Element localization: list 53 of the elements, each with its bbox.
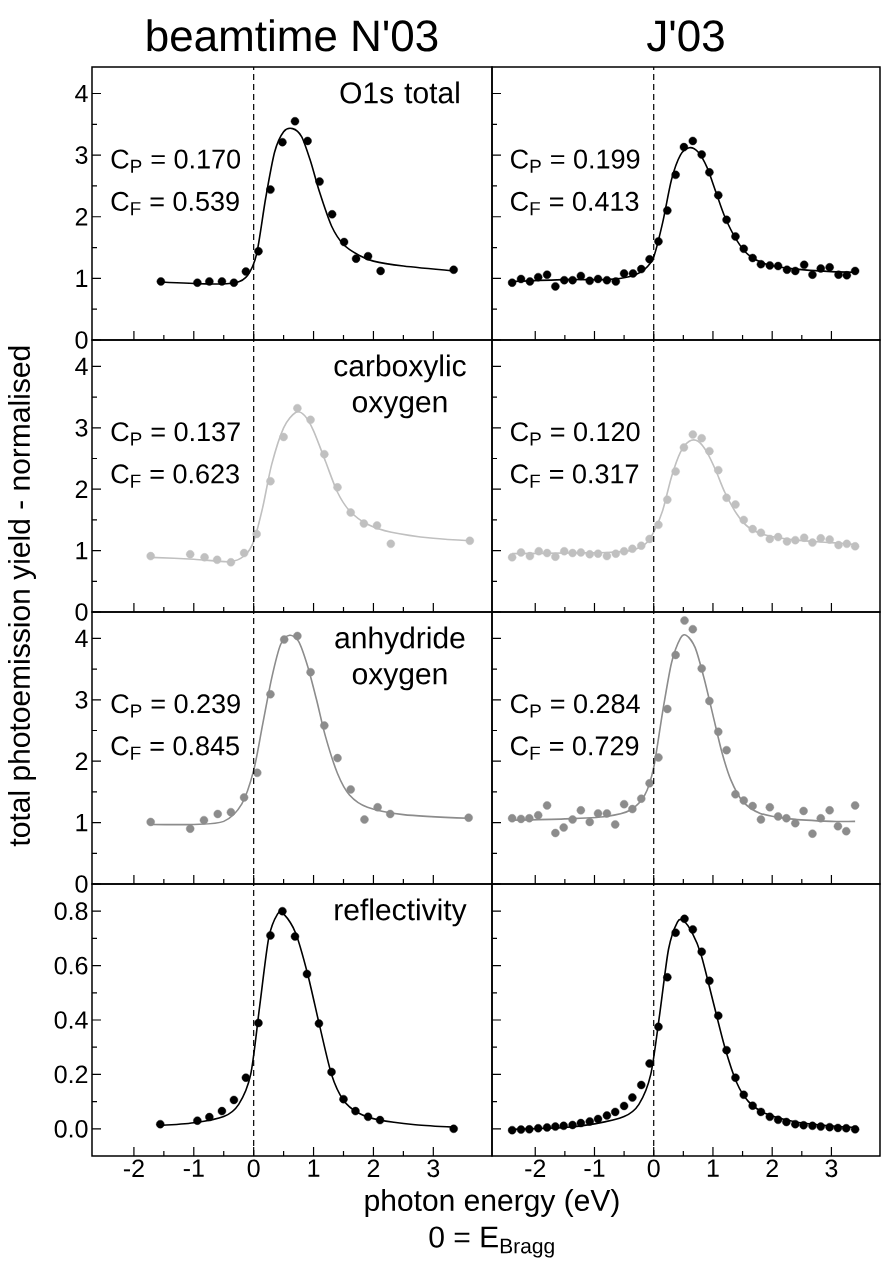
x-tick-label: -2 (525, 1159, 546, 1177)
x-tick-label: 0 (247, 1159, 260, 1178)
y-tick-label: 0.8 (54, 902, 88, 921)
y-tick-label: 4 (75, 84, 88, 103)
annotation: reflectivity (335, 898, 467, 927)
annotation: C$_{F}$ = 0.413 (511, 191, 639, 216)
y-tick-label: 0 (75, 603, 88, 621)
y-tick-label: 3 (75, 418, 88, 437)
x-tick-label: -1 (584, 1159, 605, 1177)
annotation: C$_{F}$ = 0.539 (111, 191, 239, 216)
annotation: anhydride oxygen (335, 626, 465, 691)
y-tick-label: 2 (75, 752, 88, 770)
annotation: carboxylic oxygen (334, 354, 466, 419)
y-axis-title: total photoemission yield - normalised (8, 346, 36, 847)
x-tick-label: 2 (367, 1159, 380, 1177)
x-tick-label: 1 (308, 1159, 320, 1177)
y-tick-label: 2 (75, 480, 88, 498)
annotation: O1s total (340, 81, 459, 104)
annotation: C$_{F}$ = 0.317 (511, 464, 639, 488)
y-tick-label: 4 (75, 357, 88, 375)
annotation: C$_{P}$ = 0.120 (511, 422, 640, 446)
annotation: C$_{F}$ = 0.845 (111, 736, 239, 760)
annotation: C$_{P}$ = 0.239 (111, 694, 240, 718)
x-tick-label: -1 (183, 1159, 204, 1177)
x-tick-label: 3 (825, 1159, 838, 1178)
x-tick-label: -2 (123, 1159, 144, 1177)
annotation: C$_{P}$ = 0.199 (511, 149, 640, 173)
y-tick-label: 4 (75, 629, 88, 647)
y-tick-label: 0.0 (54, 1119, 88, 1138)
x-tick-label: 1 (707, 1159, 719, 1177)
chart-title: J'03 (647, 20, 724, 52)
y-tick-label: 1 (76, 269, 88, 287)
y-tick-label: 0.6 (54, 956, 88, 975)
x-tick-label: 2 (766, 1159, 778, 1177)
y-tick-label: 0.4 (54, 1011, 88, 1029)
x-axis-title: photon energy (eV) (365, 1189, 619, 1217)
y-tick-label: 1 (76, 813, 88, 832)
annotation: C$_{P}$ = 0.137 (111, 422, 240, 446)
y-tick-label: 2 (75, 208, 88, 226)
y-tick-label: 0 (75, 875, 88, 893)
x-tick-label: 0 (647, 1159, 660, 1178)
text: 0 = E$_{Bragg}$ (429, 1226, 554, 1258)
annotation: C$_{P}$ = 0.170 (111, 149, 241, 173)
chart-title: beamtime N'03 (147, 19, 438, 52)
annotation: C$_{F}$ = 0.623 (111, 464, 239, 488)
y-tick-label: 0 (75, 331, 88, 349)
y-tick-label: 3 (75, 690, 88, 709)
annotation: C$_{F}$ = 0.729 (511, 736, 639, 760)
annotation: C$_{P}$ = 0.284 (511, 694, 640, 718)
x-tick-label: 3 (427, 1159, 440, 1178)
y-tick-label: 3 (75, 146, 88, 164)
y-tick-label: 0.2 (54, 1065, 88, 1084)
y-tick-label: 1 (76, 541, 88, 560)
